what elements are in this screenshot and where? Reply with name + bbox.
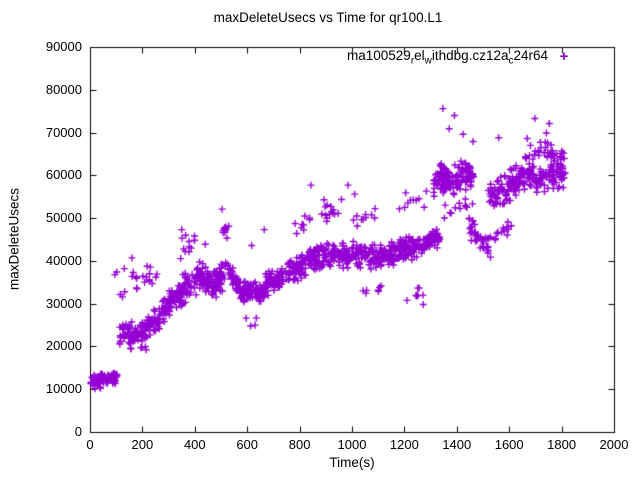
y-tick-label: 10000	[45, 381, 82, 397]
legend-series-label: ma100529relwithdbg.cz12ac24r64	[347, 47, 548, 67]
x-tick-label: 2000	[599, 437, 629, 452]
y-tick-label: 30000	[45, 295, 82, 311]
legend: ma100529relwithdbg.cz12ac24r64 +	[300, 47, 580, 67]
x-tick-label: 400	[183, 437, 206, 452]
legend-plus-marker-icon: +	[559, 48, 569, 65]
y-tick-label: 90000	[45, 39, 82, 54]
x-tick-label: 200	[131, 437, 154, 452]
y-tick-label: 50000	[45, 210, 82, 226]
y-tick-label: 70000	[45, 124, 82, 140]
y-tick-label: 20000	[45, 338, 82, 354]
x-tick-label: 1600	[494, 437, 524, 452]
x-tick-label: 1400	[442, 437, 472, 452]
y-tick-label: 40000	[45, 252, 82, 268]
x-tick-label: 1200	[389, 437, 419, 452]
x-tick-label: 1800	[547, 437, 577, 452]
y-tick-label: 0	[74, 424, 82, 439]
x-tick-label: 0	[86, 437, 94, 452]
y-axis-label: maxDeleteUsecs	[6, 187, 22, 291]
x-tick-label: 1000	[337, 437, 367, 452]
x-axis-label: Time(s)	[329, 455, 375, 470]
y-tick-label: 60000	[45, 167, 82, 183]
x-tick-label: 600	[236, 437, 259, 452]
x-tick-label: 800	[288, 437, 311, 452]
y-tick-label: 80000	[45, 81, 82, 97]
